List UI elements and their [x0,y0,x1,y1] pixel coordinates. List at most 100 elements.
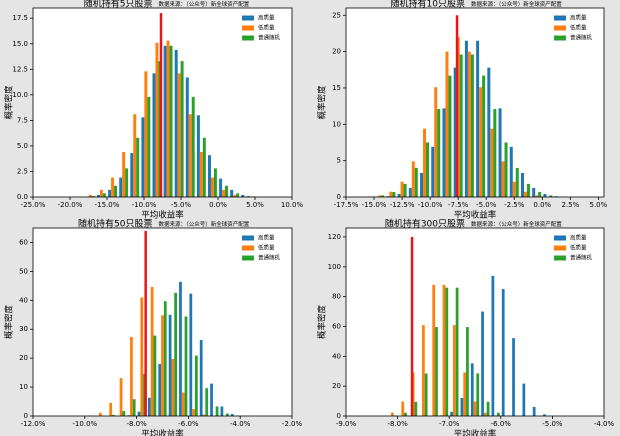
y-tick-label: 100 [328,263,341,271]
bar [108,189,112,197]
bar [460,397,464,416]
bar [222,189,226,197]
x-tick-label: -6.0% [491,420,512,428]
x-tick-label: 0.0% [209,201,227,209]
bar [431,146,435,197]
bar [180,61,184,197]
axes-frame [32,227,293,417]
x-axis-label: 平均收益率 [454,429,497,436]
bar [482,75,486,197]
bar [111,177,115,197]
legend-label: 普通随机 [258,34,281,42]
bar [109,402,113,416]
y-tick-label: 17.5 [12,14,28,22]
y-tick-label: 20 [332,382,341,390]
bar [241,194,245,197]
bar [397,194,401,197]
x-tick-label: -7.5% [448,201,469,209]
legend-swatch [554,15,566,21]
bar [174,49,178,197]
chart-title: 随机持有300只股票 [385,218,465,230]
y-tick-label: 12.5 [12,65,28,73]
bar [215,406,219,416]
x-tick-label: -10.0% [72,420,97,428]
bar [147,96,151,197]
bar [150,287,154,416]
legend-swatch [242,15,254,21]
bar [491,275,495,416]
bar [226,413,229,416]
x-tick-label: -5.0% [476,201,497,209]
bar [470,363,474,416]
legend-label: 高质量 [258,14,275,22]
bar [141,117,145,197]
y-tick-label: 10 [332,120,341,128]
bar [130,153,134,197]
bar [233,194,237,197]
bar [213,168,217,197]
bar [501,289,505,416]
bar [189,293,193,416]
bar [158,363,162,416]
bar [538,192,542,197]
bar [220,406,224,416]
y-tick-label: 60 [332,322,341,330]
annotation: 数据来源：（公众号）新全球资产配置 [159,220,250,228]
y-tick-label: 40 [332,352,341,360]
y-tick-label: 80 [332,293,341,301]
x-tick-label: -15.0% [95,201,120,209]
y-tick-label: 0.0 [17,193,28,201]
bar [181,392,185,416]
bar [155,42,159,197]
x-tick-label: -10.0% [418,201,443,209]
bar [381,195,385,197]
x-tick-label: -2.5% [504,201,525,209]
bar [194,355,198,416]
legend-label: 低质量 [570,24,587,32]
bar [98,412,102,416]
bar [168,314,172,416]
bar [202,137,206,197]
bar [445,287,449,416]
bar [119,177,123,197]
x-tick-label: -5.0% [542,420,563,428]
x-axis-label: 平均收益率 [141,429,184,436]
x-tick-label: -7.0% [439,420,460,428]
y-tick-label: 30 [19,325,28,333]
x-tick-label: -15.0% [362,201,387,209]
y-tick-label: 0 [24,412,28,420]
axes-frame [345,227,605,417]
bar [161,315,164,416]
legend-swatch [242,35,254,41]
x-tick-label: 5.0% [246,201,264,209]
bar [132,399,136,416]
bar [422,325,425,416]
bar [236,193,240,197]
bar [504,142,508,197]
bar [520,173,524,197]
bar [179,281,182,416]
y-tick-label: 10.0 [12,91,28,99]
bar [543,194,547,197]
x-tick-label: -4.0% [230,420,251,428]
bar [125,168,129,197]
y-tick-label: 20 [332,48,341,56]
bar [523,191,527,197]
legend-label: 高质量 [258,234,275,242]
bar [423,128,427,197]
bar [205,388,209,416]
bar [470,54,474,198]
bar [130,337,133,416]
chart-title: 随机持有10只股票 [391,0,465,10]
bar [177,73,181,197]
bar [389,191,393,197]
annotation: 数据来源：（公众号）新全球资产配置 [159,0,250,8]
bar [97,194,100,197]
x-axis-label: 平均收益率 [141,210,184,221]
bar [144,71,148,197]
bar [435,327,438,416]
x-tick-label: -10.0% [132,201,157,209]
bar [391,412,394,416]
legend-swatch [242,245,254,251]
